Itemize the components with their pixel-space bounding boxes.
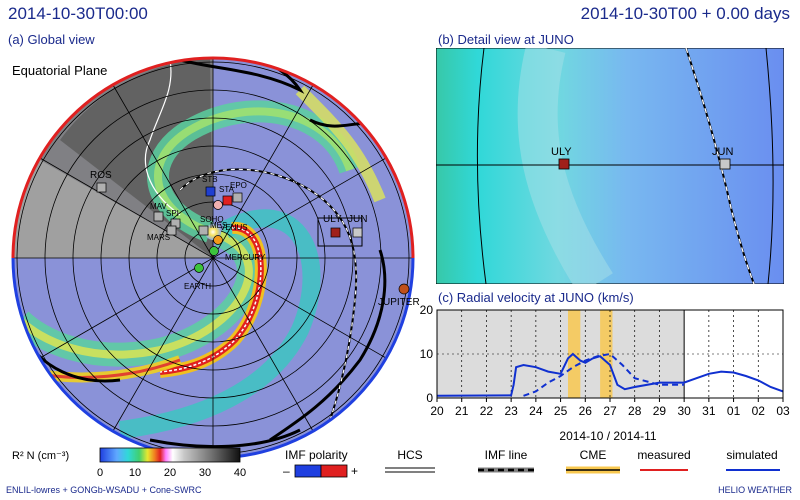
x-tick-label: 26: [579, 404, 593, 418]
legend-bar: R² N (cm⁻³) 0 10 20 30 40 IMF polarity – + H…: [12, 447, 780, 479]
footer-brand: HELIO WEATHER: [718, 485, 792, 495]
x-tick-label: 03: [776, 404, 790, 418]
earth-marker: [194, 263, 204, 273]
x-tick-label: 31: [702, 404, 716, 418]
measured-label: measured: [637, 448, 690, 462]
x-tick-label: 23: [504, 404, 518, 418]
hcs-label: HCS: [397, 448, 422, 462]
colorbar: [99, 447, 241, 463]
detail-jun-marker: [719, 158, 731, 170]
colorbar-tick-label: 20: [164, 467, 176, 479]
panel-c-title: (c) Radial velocity at JUNO (km/s): [438, 290, 634, 305]
global-view-panel: Equatorial Plane ROS MAV SPI MARS STB ST…: [11, 56, 420, 460]
x-tick-label: 30: [677, 404, 691, 418]
detail-uly-label: ULY: [551, 146, 572, 158]
uly-marker: [330, 227, 341, 238]
mars-marker: [166, 225, 177, 236]
chart-xlabel: 2014-10 / 2014-11: [559, 429, 657, 443]
mes-marker: [198, 225, 209, 236]
detail-jun-label: JUN: [712, 146, 733, 158]
imf-plus-label: +: [351, 464, 358, 478]
colorbar-tick-label: 40: [234, 467, 246, 479]
x-tick-label: 25: [554, 404, 568, 418]
colorbar-tick-label: 30: [199, 467, 211, 479]
soho-label: SOHO: [200, 215, 224, 224]
x-tick-label: 21: [455, 404, 469, 418]
cme-label: CME: [580, 448, 607, 462]
panel-a-title: (a) Global view: [8, 32, 95, 47]
mav-label: MAV: [150, 202, 167, 211]
uly-label: ULY: [323, 214, 342, 225]
polar-grid: [13, 58, 413, 458]
mav-marker: [153, 211, 164, 222]
x-tick-label: 27: [603, 404, 617, 418]
x-tick-label: 02: [752, 404, 766, 418]
imf-minus-label: –: [283, 464, 290, 478]
mercury-label: MERCURY: [225, 253, 266, 262]
y-tick-label: 0: [426, 391, 433, 405]
colorbar-tick-label: 0: [97, 467, 103, 479]
simulated-label: simulated: [726, 448, 777, 462]
soho-marker: [213, 200, 223, 210]
colorbar-label: R² N (cm⁻³): [12, 450, 69, 462]
footer-model-info: ENLIL-lowres + GONGb-WSADU + Cone-SWRC: [6, 485, 202, 495]
mars-label: MARS: [147, 233, 170, 242]
epo-label: EPO: [230, 181, 247, 190]
detail-view-panel: ULY JUN: [436, 48, 784, 284]
x-tick-label: 20: [430, 404, 444, 418]
x-tick-label: 22: [480, 404, 494, 418]
colorbar-tick-label: 10: [129, 467, 141, 479]
venus-marker: [213, 235, 223, 245]
detail-uly-marker: [558, 158, 570, 170]
x-tick-label: 24: [529, 404, 543, 418]
earth-label: EARTH: [184, 282, 211, 291]
jupiter-marker: [398, 283, 410, 295]
stb-marker: [205, 186, 216, 197]
detail-background: [436, 48, 784, 284]
sta-label: STA: [219, 185, 235, 194]
mercury-marker: [209, 246, 219, 256]
spi-label: SPI: [166, 209, 179, 218]
jun-label: JUN: [348, 214, 367, 225]
simulated-series-line: [436, 352, 784, 397]
mes-label: MES: [210, 221, 227, 230]
imf-polarity-ring-north: [11, 56, 415, 259]
sta-marker: [222, 195, 233, 206]
ros-label: ROS: [90, 170, 112, 181]
imf-line-label: IMF line: [485, 448, 528, 462]
detail-imf-line: [685, 48, 755, 284]
ros-marker: [96, 182, 107, 193]
imf-polarity-label: IMF polarity: [285, 448, 348, 462]
timestamp-right: 2014-10-30T00 + 0.00 days: [580, 4, 790, 23]
stb-label: STB: [202, 175, 218, 184]
jupiter-label: JUPITER: [378, 297, 420, 308]
venus-label: VENUS: [220, 223, 248, 232]
y-tick-label: 20: [420, 303, 433, 317]
jun-marker: [352, 227, 363, 238]
dashed-series-line: [523, 352, 685, 397]
y-tick-label: 10: [420, 347, 433, 361]
x-tick-label: 28: [628, 404, 642, 418]
x-tick-label: 01: [727, 404, 741, 418]
timestamp-left: 2014-10-30T00:00: [8, 4, 148, 23]
x-tick-label: 29: [653, 404, 667, 418]
velocity-chart: 2021222324252627282930310102030401020 20…: [420, 303, 790, 443]
epo-marker: [232, 192, 243, 203]
imf-negative-swatch: [294, 464, 322, 478]
equatorial-plane-label: Equatorial Plane: [12, 63, 107, 78]
imf-positive-swatch: [320, 464, 348, 478]
panel-b-title: (b) Detail view at JUNO: [438, 32, 574, 47]
